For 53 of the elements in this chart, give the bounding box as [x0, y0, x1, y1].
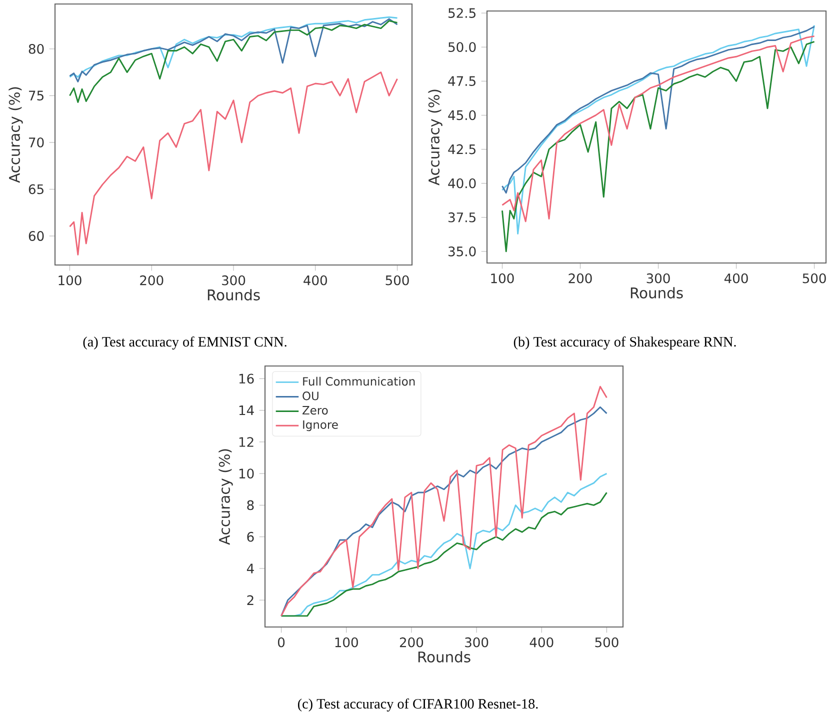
y-tick-label: 37.5 — [448, 212, 476, 222]
x-axis-title: Rounds — [418, 651, 470, 662]
legend-label: Zero — [302, 406, 328, 415]
x-axis-title: Rounds — [630, 287, 683, 298]
y-tick-label: 40.0 — [448, 178, 476, 188]
y-tick-label: 35.0 — [448, 246, 476, 256]
y-tick-label: 12 — [239, 437, 254, 447]
legend-label: OU — [302, 392, 318, 400]
y-tick-label: 52.5 — [448, 8, 476, 18]
y-tick-label: 75 — [29, 90, 44, 101]
legend-label: Full Communication — [303, 376, 415, 386]
text: (a) Test accuracy of EMNIST CNN. — [83, 336, 286, 350]
y-tick-label: 16 — [239, 374, 254, 384]
y-tick-label: 8 — [247, 500, 254, 510]
x-tick-label: 500 — [595, 637, 618, 648]
y-tick-label: 70 — [29, 138, 44, 148]
text: (c) Test accuracy of CIFAR100 Resnet-18. — [298, 698, 538, 712]
y-tick-label: 45.0 — [448, 110, 476, 120]
x-tick-label: 400 — [724, 273, 748, 284]
x-tick-label: 400 — [530, 637, 554, 648]
y-tick-label: 42.5 — [448, 144, 476, 154]
y-tick-label: 4 — [246, 564, 254, 574]
x-tick-label: 500 — [802, 273, 826, 284]
y-tick-label: 60 — [28, 231, 44, 241]
x-tick-label: 100 — [335, 637, 358, 648]
y-tick-label: 2 — [247, 595, 254, 605]
x-tick-label: 100 — [491, 273, 514, 284]
y-tick-label: 47.5 — [448, 76, 476, 86]
y-axis-title: Accuracy (%) — [8, 87, 23, 183]
x-tick-label: 200 — [140, 275, 164, 286]
line-series — [501, 26, 816, 194]
x-tick-label: 400 — [304, 275, 327, 286]
y-tick-label: 50.0 — [448, 42, 476, 52]
legend-label: Ignore — [303, 420, 338, 432]
x-tick-label: 0 — [278, 637, 285, 648]
line-series — [69, 20, 398, 103]
y-tick-label: 6 — [247, 532, 254, 542]
x-tick-label: 300 — [465, 637, 488, 648]
x-tick-label: 500 — [386, 275, 409, 286]
y-axis-title: Accuracy (%) — [218, 449, 233, 545]
text: (b) Test accuracy of Shakespeare RNN. — [514, 336, 736, 350]
x-tick-label: 300 — [646, 273, 670, 284]
y-tick-label: 80 — [28, 44, 44, 54]
y-tick-label: 10 — [239, 468, 254, 479]
x-axis-title: Rounds — [208, 289, 260, 300]
x-tick-label: 100 — [58, 275, 82, 286]
x-tick-label: 300 — [222, 275, 246, 286]
x-tick-label: 200 — [568, 273, 592, 284]
y-tick-label: 14 — [239, 406, 254, 416]
y-tick-label: 65 — [28, 184, 44, 194]
x-tick-label: 200 — [400, 637, 424, 648]
y-axis-title: Accuracy (%) — [428, 90, 442, 186]
line-series — [69, 72, 398, 256]
